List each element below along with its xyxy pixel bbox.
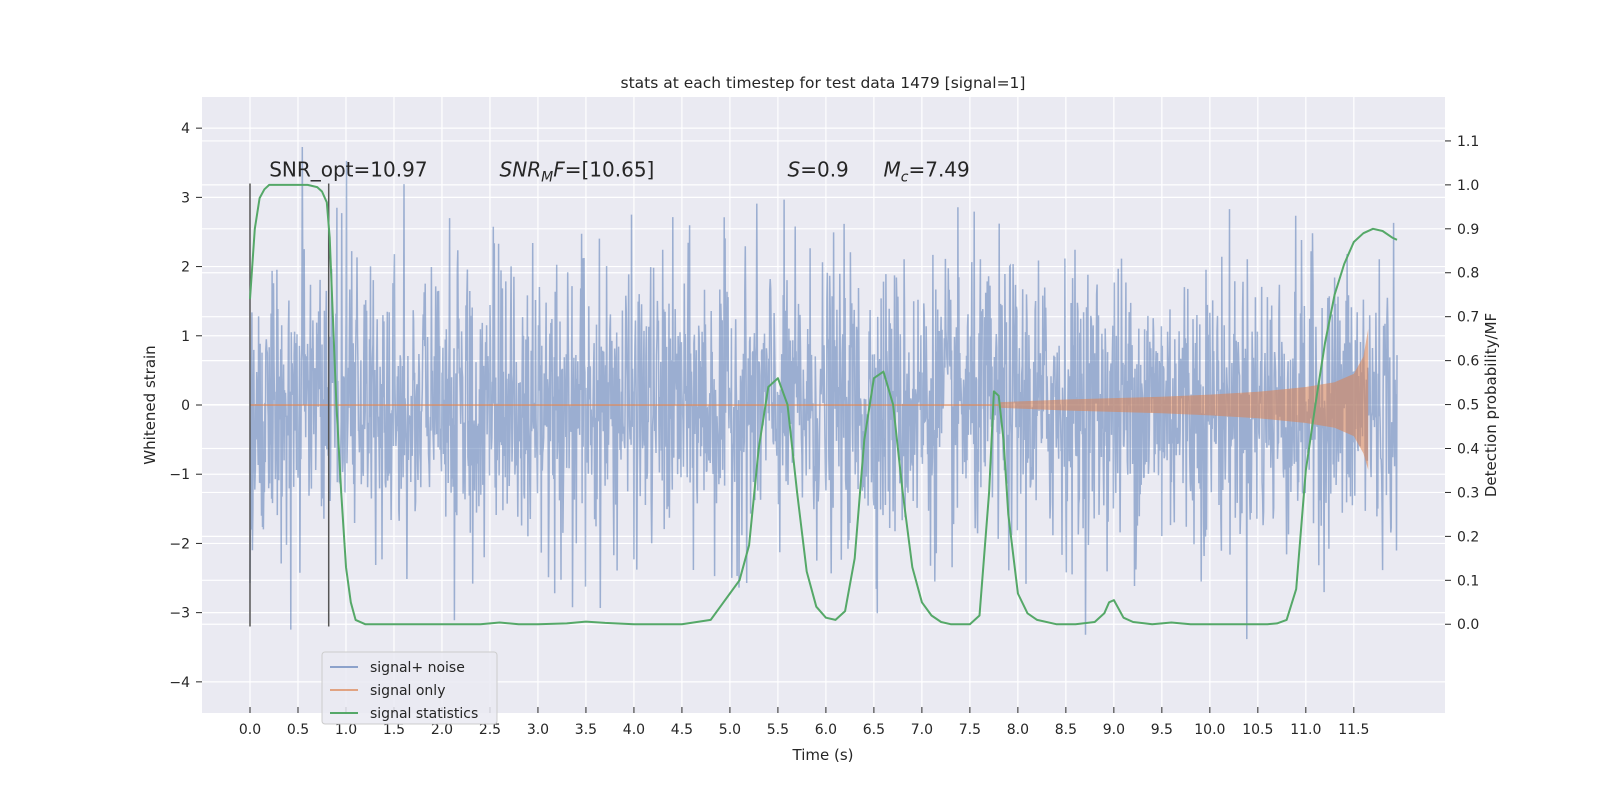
x-axis-ticks: 0.0 0.5 1.0 1.5 2.0 2.5 3.0 3.5 4.0 4.5 5.0 5.5 6.0 6… (239, 707, 1369, 738)
x-tick-label: 7.5 (959, 722, 981, 738)
x-tick-label: 11.0 (1290, 722, 1321, 738)
y2-tick-label: 0.2 (1457, 529, 1479, 545)
x-tick-label: 4.5 (671, 722, 693, 738)
x-tick-label: 0.5 (287, 722, 309, 738)
signal-noise-line (249, 146, 1398, 640)
signal-statistics-line (249, 183, 1398, 626)
x-tick-label: 9.0 (1103, 722, 1125, 738)
legend: signal+ noise signal only signal statistic… (321, 651, 498, 725)
x-tick-label: 7.0 (911, 722, 933, 738)
y-tick-label: 2 (181, 260, 190, 276)
x-tick-label: 3.5 (575, 722, 597, 738)
y-tick-label: −4 (169, 675, 190, 691)
y2-tick-label: 0.0 (1457, 617, 1479, 633)
x-tick-label: 2.5 (479, 722, 501, 738)
legend-label: signal only (370, 683, 445, 699)
y2-tick-label: 0.7 (1457, 310, 1479, 326)
y-tick-label: 3 (181, 190, 190, 206)
y2-tick-label: 1.1 (1457, 134, 1479, 150)
x-tick-label: 2.0 (431, 722, 453, 738)
y-axis-label: Whitened strain (141, 345, 159, 464)
signal-only-envelope (998, 328, 1369, 470)
y-tick-label: 0 (181, 398, 190, 414)
signal-only-series (249, 328, 1369, 470)
x-tick-label: 10.5 (1242, 722, 1273, 738)
signal-statistics-series (249, 183, 1398, 626)
y2-axis-label: Detection probability/MF (1482, 313, 1500, 497)
y2-tick-label: 0.1 (1457, 573, 1479, 589)
y2-tick-label: 0.4 (1457, 441, 1479, 457)
annotations: SNR_opt=10.97 SNRMF=[10.65] S=0.9 Mc=7.49 (269, 158, 970, 186)
x-tick-label: 1.5 (383, 722, 405, 738)
y-axis-ticks: −4 −3 −2 −1 0 1 2 3 4 (169, 121, 202, 691)
signal-noise-series (249, 146, 1398, 640)
y-tick-label: −2 (169, 536, 190, 552)
y2-tick-label: 1.0 (1457, 178, 1479, 194)
x-tick-label: 10.0 (1194, 722, 1225, 738)
x-tick-label: 5.5 (767, 722, 789, 738)
y-tick-label: −1 (169, 467, 190, 483)
x-tick-label: 8.5 (1055, 722, 1077, 738)
x-tick-label: 6.0 (815, 722, 837, 738)
y-tick-label: 1 (181, 329, 190, 345)
x-tick-label: 6.5 (863, 722, 885, 738)
x-tick-label: 1.0 (335, 722, 357, 738)
x-tick-label: 5.0 (719, 722, 741, 738)
x-tick-label: 11.5 (1338, 722, 1369, 738)
x-tick-label: 0.0 (239, 722, 261, 738)
y2-tick-label: 0.9 (1457, 222, 1479, 238)
y2-tick-label: 0.5 (1457, 398, 1479, 414)
y2-tick-label: 0.6 (1457, 354, 1479, 370)
legend-box (321, 651, 498, 725)
legend-label: signal+ noise (370, 660, 465, 676)
annotation-snr-mf: SNRMF=[10.65] (500, 158, 655, 186)
x-tick-label: 8.0 (1007, 722, 1029, 738)
chart-title: stats at each timestep for test data 147… (621, 74, 1026, 92)
x-tick-label: 9.5 (1151, 722, 1173, 738)
x-axis-label: Time (s) (792, 746, 854, 764)
y-tick-label: −3 (169, 606, 190, 622)
y2-axis-ticks: 0.0 0.1 0.2 0.3 0.4 0.5 0.6 0.7 0.8 0.9 1.0 1.1 (1445, 134, 1479, 633)
vertical-markers (249, 183, 330, 627)
annotation-s: S=0.9 (788, 158, 849, 182)
legend-label: signal statistics (370, 706, 478, 722)
annotation-snr-opt: SNR_opt=10.97 (269, 158, 427, 182)
y2-tick-label: 0.8 (1457, 266, 1479, 282)
y2-tick-label: 0.3 (1457, 485, 1479, 501)
x-tick-label: 3.0 (527, 722, 549, 738)
x-tick-label: 4.0 (623, 722, 645, 738)
annotation-mc: Mc=7.49 (883, 158, 969, 186)
y-tick-label: 4 (181, 121, 190, 137)
